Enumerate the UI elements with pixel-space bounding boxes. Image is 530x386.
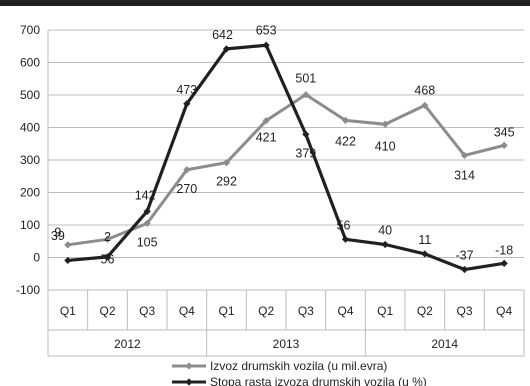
growth-data-label: 642 (212, 28, 233, 42)
export-data-label: 56 (101, 252, 115, 266)
legend-marker (185, 362, 193, 370)
growth-point (64, 256, 72, 265)
export-data-label: 270 (176, 182, 197, 196)
axes: -100 0 100 200 300 400 500 600 700 Q1 Q2 Q3 Q4 Q1 Q2 Q3… (16, 23, 525, 357)
growth-point (262, 41, 270, 49)
y-tick-label: 600 (20, 56, 40, 70)
year-label: 2014 (431, 337, 458, 351)
series-line-export (67, 93, 505, 247)
y-tick-label: 500 (20, 88, 40, 102)
export-point (222, 159, 231, 167)
x-tick-label: Q4 (179, 304, 195, 318)
growth-data-label: -37 (455, 249, 473, 263)
export-point (262, 117, 270, 125)
growth-data-label: 653 (256, 23, 277, 37)
growth-data-label: 56 (337, 218, 351, 232)
export-point (460, 151, 469, 160)
growth-point (500, 259, 508, 267)
legend-label-growth: Stopa rasta izvoza drumskih vozila (u %) (210, 375, 427, 386)
export-data-label: 39 (51, 229, 65, 243)
y-tick-label: 100 (20, 218, 40, 232)
x-tick-label: Q4 (337, 304, 353, 318)
export-data-label: 421 (256, 131, 277, 145)
growth-point (222, 45, 231, 53)
x-tick-label: Q3 (139, 304, 155, 318)
export-point (381, 120, 389, 128)
y-tick-label: -100 (16, 283, 40, 297)
data-labels: 39 56 105 270 292 421 501 422 410 468 314 345 9 2 142 4… (51, 23, 515, 266)
x-tick-label: Q3 (456, 304, 472, 318)
growth-data-label: 2 (104, 230, 111, 244)
x-tick-label: Q1 (377, 304, 393, 318)
growth-point (302, 130, 310, 138)
x-tick-label: Q3 (298, 304, 314, 318)
export-point (183, 166, 191, 174)
x-tick-label: Q1 (60, 304, 76, 318)
export-point (341, 116, 350, 124)
growth-point (143, 207, 151, 215)
growth-data-label: 473 (176, 83, 197, 97)
legend-marker (185, 378, 193, 386)
growth-data-label: -18 (495, 243, 513, 257)
y-tick-label: 300 (20, 153, 40, 167)
top-border-bar (0, 0, 530, 6)
x-tick-label: Q2 (417, 304, 433, 318)
growth-point (460, 265, 469, 274)
export-data-label: 410 (375, 139, 396, 153)
export-point (143, 219, 151, 227)
growth-data-label: 142 (135, 188, 156, 202)
growth-point (183, 100, 191, 108)
x-tick-label: Q2 (258, 304, 274, 318)
export-point (103, 235, 112, 243)
y-tick-label: 700 (20, 23, 40, 37)
export-point (500, 141, 508, 149)
y-tick-label: 400 (20, 121, 40, 135)
x-tick-label: Q2 (99, 304, 115, 318)
growth-data-label: 40 (378, 224, 392, 238)
growth-point (421, 250, 429, 258)
export-point (302, 91, 310, 99)
y-tick-label: 0 (33, 251, 40, 265)
growth-data-label: 9 (54, 225, 61, 239)
legend-label-export: Izvoz drumskih vozila (u mil.evra) (210, 359, 387, 373)
x-tick-label: Q1 (218, 304, 234, 318)
growth-data-label: 11 (418, 233, 431, 247)
x-tick-label: Q4 (496, 304, 512, 318)
export-data-label: 501 (295, 72, 316, 86)
export-point (421, 101, 429, 109)
growth-point (381, 240, 389, 249)
year-label: 2012 (114, 337, 141, 351)
growth-point (103, 253, 112, 261)
export-data-label: 105 (137, 235, 158, 249)
y-tick-label: 200 (20, 186, 40, 200)
growth-data-label: 379 (295, 146, 316, 160)
gridlines (48, 29, 524, 291)
series-line-growth (67, 43, 505, 272)
export-data-label: 422 (335, 134, 356, 148)
export-data-label: 468 (414, 83, 435, 97)
export-data-label: 292 (216, 175, 237, 189)
export-data-label: 345 (494, 125, 515, 139)
series-lines (64, 41, 508, 274)
export-point (64, 241, 72, 249)
growth-point (341, 235, 350, 243)
export-data-label: 314 (454, 168, 475, 182)
year-label: 2013 (273, 337, 300, 351)
legend: Izvoz drumskih vozila (u mil.evra) Stopa … (172, 359, 427, 386)
